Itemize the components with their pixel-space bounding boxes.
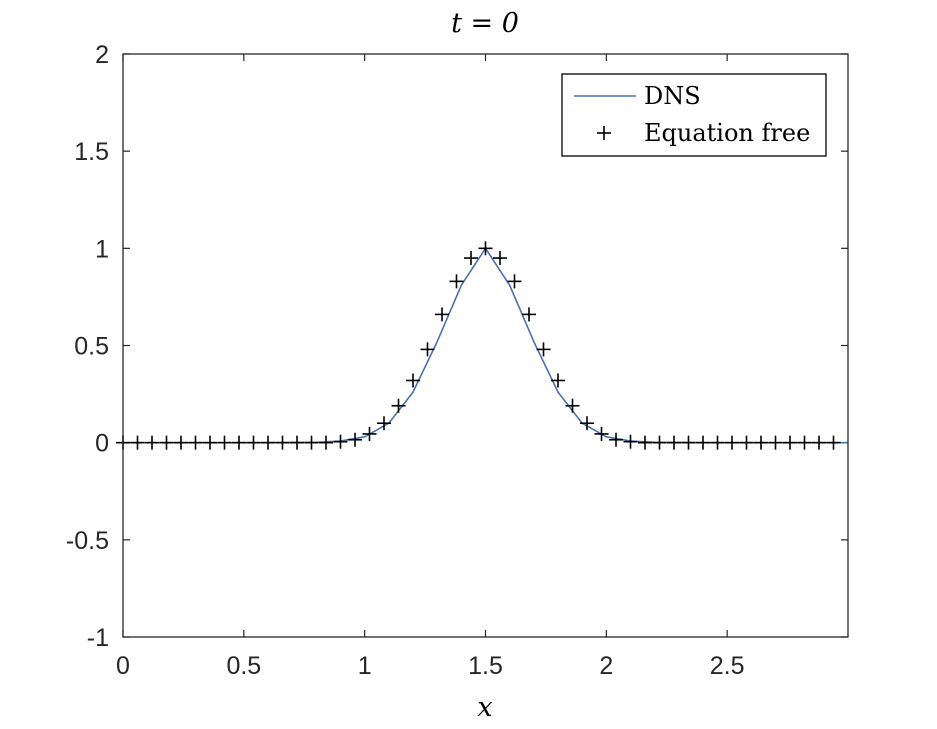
equation-free-marker bbox=[623, 434, 638, 449]
x-tick-label: 1 bbox=[358, 652, 372, 680]
equation-free-marker bbox=[681, 435, 696, 450]
equation-free-marker bbox=[826, 435, 841, 450]
equation-free-marker bbox=[362, 426, 377, 441]
equation-free-marker bbox=[594, 426, 609, 441]
y-tick-label: -0.5 bbox=[66, 527, 109, 555]
x-axis-label: x bbox=[477, 692, 492, 723]
equation-free-marker bbox=[464, 251, 478, 266]
equation-free-marker bbox=[304, 435, 319, 450]
equation-free-marker bbox=[290, 435, 304, 450]
equation-free-marker bbox=[812, 435, 826, 450]
data-layer bbox=[116, 241, 848, 450]
x-tick-label: 0 bbox=[116, 652, 130, 680]
legend-equation-free-label: Equation free bbox=[644, 119, 810, 147]
plot-frame bbox=[122, 53, 849, 638]
equation-free-marker bbox=[725, 435, 739, 450]
equation-free-marker bbox=[391, 398, 406, 413]
equation-free-marker bbox=[507, 274, 522, 289]
equation-free-marker bbox=[754, 435, 768, 450]
equation-free-marker bbox=[522, 307, 536, 322]
equation-free-marker bbox=[478, 241, 493, 256]
equation-free-marker bbox=[145, 435, 159, 450]
equation-free-marker bbox=[377, 416, 391, 431]
equation-free-marker bbox=[348, 432, 362, 447]
equation-free-marker bbox=[130, 435, 145, 450]
y-tick-label: 2 bbox=[95, 41, 109, 69]
y-tick-label: 0.5 bbox=[74, 333, 109, 361]
equation-free-marker bbox=[565, 398, 580, 413]
chart-title: t = 0 bbox=[451, 8, 519, 39]
equation-free-marker bbox=[159, 435, 174, 450]
equation-free-marker bbox=[797, 435, 812, 450]
legend-dns-label: DNS bbox=[644, 82, 701, 110]
equation-free-marker bbox=[232, 435, 246, 450]
y-tick-label: 0 bbox=[95, 430, 109, 458]
equation-free-marker bbox=[493, 251, 507, 266]
legend: DNS Equation free bbox=[561, 73, 827, 157]
equation-free-marker bbox=[783, 435, 797, 450]
x-tick-label: 1.5 bbox=[468, 652, 503, 680]
equation-free-marker bbox=[406, 373, 420, 388]
equation-free-marker bbox=[551, 373, 565, 388]
equation-free-marker bbox=[536, 342, 551, 357]
equation-free-marker bbox=[333, 434, 348, 449]
equation-free-marker bbox=[261, 435, 275, 450]
x-tick-label: 0.5 bbox=[226, 652, 261, 680]
equation-free-marker bbox=[420, 342, 435, 357]
equation-free-marker bbox=[580, 416, 594, 431]
equation-free-marker bbox=[768, 435, 783, 450]
equation-free-marker bbox=[174, 435, 188, 450]
tick-labels: 0 0.5 1 1.5 2 2.5 -1 -0.5 0 0.5 1 1.5 2 bbox=[66, 41, 745, 680]
equation-free-marker bbox=[449, 274, 464, 289]
equation-free-marker bbox=[696, 435, 710, 450]
equation-free-marker bbox=[638, 435, 652, 450]
equation-free-marker bbox=[667, 435, 681, 450]
equation-free-marker bbox=[710, 435, 725, 450]
y-tick-label: -1 bbox=[87, 624, 109, 652]
equation-free-marker bbox=[188, 435, 203, 450]
equation-free-marker bbox=[217, 435, 232, 450]
x-tick-label: 2 bbox=[599, 652, 613, 680]
equation-free-marker bbox=[609, 432, 623, 447]
equation-free-marker bbox=[319, 435, 333, 450]
equation-free-marker bbox=[739, 435, 754, 450]
x-tick-label: 2.5 bbox=[710, 652, 745, 680]
equation-free-marker bbox=[203, 435, 217, 450]
legend-equation-free-marker bbox=[597, 126, 611, 140]
equation-free-marker bbox=[275, 435, 290, 450]
equation-free-marker bbox=[246, 435, 261, 450]
y-tick-label: 1 bbox=[95, 235, 109, 263]
legend-box bbox=[561, 73, 827, 157]
equation-free-marker bbox=[435, 307, 449, 322]
y-tick-label: 1.5 bbox=[74, 138, 109, 166]
equation-free-marker bbox=[652, 435, 667, 450]
